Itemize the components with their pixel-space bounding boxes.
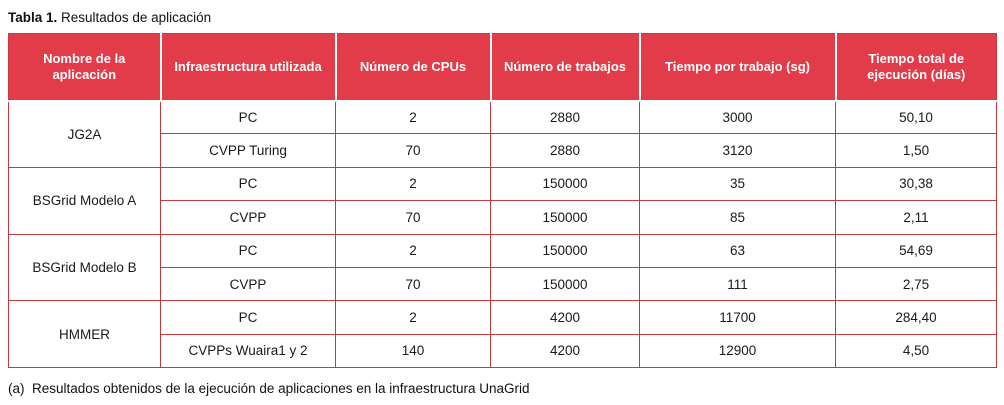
data-cell: 111 [639, 266, 836, 302]
data-cell: PC [160, 166, 336, 202]
app-name-cell: BSGrid Modelo B [8, 233, 161, 302]
header-cell-cpus: Número de CPUs [335, 33, 492, 102]
header-cell-app-name: Nombre de la aplicación [8, 33, 162, 102]
app-name-cell: BSGrid Modelo A [8, 166, 161, 235]
data-cell: 11700 [639, 300, 836, 335]
app-name-cell: JG2A [8, 100, 161, 168]
data-cell: CVPP [160, 266, 336, 302]
data-cell: 2 [335, 99, 491, 135]
data-cell: 54,69 [835, 233, 997, 268]
table-row: JG2A PC 2 2880 3000 50,10 [8, 99, 997, 168]
data-cell: 30,38 [835, 166, 997, 202]
data-cell: 2,11 [835, 200, 997, 235]
data-cell: 150000 [490, 233, 640, 268]
data-cell: 70 [335, 133, 491, 168]
data-cell: 4200 [490, 300, 640, 335]
data-cell: PC [160, 99, 336, 135]
data-cell: 2880 [490, 99, 640, 135]
data-cell: PC [160, 300, 336, 335]
data-cell: 4200 [490, 333, 640, 369]
data-cell: CVPP Turing [160, 133, 336, 168]
data-cell: 12900 [639, 333, 836, 369]
table-row: CVPP 70 150000 111 2,75 [9, 266, 997, 302]
table-body: JG2A PC 2 2880 3000 50,10 CVPP Turing 70 2880 312… [8, 99, 997, 369]
app-name-cell: HMMER [8, 300, 161, 369]
data-cell: 2880 [490, 133, 640, 168]
header-cell-infrastructure: Infraestructura utilizada [160, 33, 337, 102]
results-table: Nombre de la aplicación Infraestructura … [8, 33, 997, 369]
table-header: Nombre de la aplicación Infraestructura … [8, 33, 997, 102]
data-cell: 150000 [490, 266, 640, 302]
table-caption: Tabla 1. Resultados de aplicación [8, 9, 1004, 26]
table-row: BSGrid Modelo A PC 2 150000 35 30,38 [8, 166, 997, 235]
data-cell: 2 [335, 300, 491, 335]
data-cell: 63 [639, 233, 836, 268]
header-row: Nombre de la aplicación Infraestructura … [8, 33, 997, 102]
data-cell: 284,40 [835, 300, 997, 335]
data-cell: 140 [335, 333, 491, 369]
data-cell: 85 [639, 200, 836, 235]
data-cell: 2 [335, 166, 491, 202]
data-cell: 2 [335, 233, 491, 268]
table-footnote: (a) Resultados obtenidos de la ejecución… [8, 381, 530, 397]
data-cell: 3000 [639, 99, 836, 135]
table-row: CVPP 70 150000 85 2,11 [9, 200, 997, 235]
data-cell: CVPP [160, 200, 336, 235]
table-row: CVPP Turing 70 2880 3120 1,50 [9, 133, 997, 168]
table-caption-number: Tabla 1. [8, 10, 58, 25]
table-row: HMMER PC 2 4200 11700 284,40 [8, 300, 997, 369]
data-cell: 2,75 [835, 266, 997, 302]
table-caption-text: Resultados de aplicación [57, 10, 212, 25]
data-cell: 35 [639, 166, 836, 202]
data-cell: 4,50 [835, 333, 997, 369]
data-cell: CVPPs Wuaira1 y 2 [160, 333, 336, 369]
data-cell: 150000 [490, 166, 640, 202]
data-cell: 50,10 [835, 99, 997, 135]
data-cell: PC [160, 233, 336, 268]
table-row: CVPPs Wuaira1 y 2 140 4200 12900 4,50 [9, 333, 997, 369]
data-cell: 70 [335, 200, 491, 235]
data-cell: 70 [335, 266, 491, 302]
data-cell: 150000 [490, 200, 640, 235]
header-cell-total-time: Tiempo total de ejecución (días) [835, 33, 997, 102]
header-cell-jobs: Número de trabajos [490, 33, 641, 102]
data-cell: 1,50 [835, 133, 997, 168]
table-row: BSGrid Modelo B PC 2 150000 63 54,69 [8, 233, 997, 302]
header-cell-time-per-job: Tiempo por trabajo (sg) [639, 33, 837, 102]
data-cell: 3120 [639, 133, 836, 168]
